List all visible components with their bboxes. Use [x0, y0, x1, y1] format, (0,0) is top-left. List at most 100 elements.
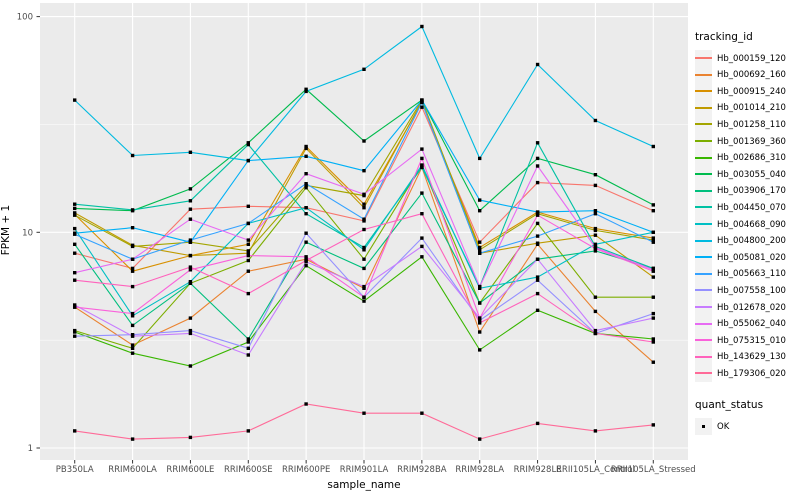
data-point [246, 253, 250, 258]
data-point [73, 334, 77, 338]
quant-status-key [695, 418, 712, 435]
data-point [188, 187, 193, 191]
data-point [420, 255, 424, 259]
data-point [362, 266, 366, 271]
legend-key [695, 281, 712, 299]
legend-label: Hb_075315_010 [717, 335, 786, 346]
legend-key [695, 348, 712, 366]
legend-label: Hb_000159_120 [717, 53, 786, 64]
data-point [130, 226, 135, 230]
data-point [478, 245, 482, 250]
legend-key [695, 248, 712, 266]
legend-key [695, 265, 712, 283]
data-point [73, 305, 77, 309]
data-point [593, 246, 598, 251]
data-point [73, 242, 77, 246]
x-tick-label: RRIM600LE [166, 465, 214, 475]
data-point [304, 212, 308, 216]
data-point [73, 330, 77, 334]
y-tick-label: 100 [17, 13, 33, 23]
data-point [73, 202, 77, 206]
legend-key [695, 198, 712, 216]
legend-label: Hb_001014_210 [717, 103, 786, 114]
legend-title-tracking-id: tracking_id [695, 31, 753, 43]
x-axis-title: sample_name [327, 479, 401, 491]
legend-label: Hb_143629_130 [717, 352, 786, 363]
legend-key [695, 315, 712, 333]
data-point [420, 411, 424, 415]
data-point [535, 241, 540, 245]
data-point [73, 213, 77, 217]
legend-key [695, 298, 712, 316]
data-point [362, 192, 366, 196]
legend-key [695, 331, 712, 349]
data-point [420, 163, 424, 167]
data-point [246, 269, 250, 273]
y-axis-title: FPKM + 1 [0, 204, 12, 256]
data-point [73, 211, 77, 215]
data-point [651, 316, 655, 320]
x-tick-label: RRIM901LA [340, 465, 389, 475]
legend-key [695, 82, 712, 100]
data-point [246, 249, 250, 253]
data-point [304, 186, 308, 190]
legend-label: Hb_000915_240 [717, 86, 786, 97]
data-point [362, 248, 366, 252]
data-point [130, 284, 135, 289]
data-point [420, 98, 424, 102]
data-point [73, 271, 77, 275]
data-point [130, 346, 135, 350]
data-point [651, 340, 655, 344]
data-point [535, 164, 540, 168]
data-point [246, 158, 250, 163]
data-point [651, 337, 655, 341]
data-point [246, 258, 250, 263]
data-point [593, 226, 598, 231]
data-point [420, 165, 424, 170]
data-point [478, 248, 482, 252]
data-point [304, 206, 308, 210]
data-point [651, 230, 655, 234]
data-point [593, 118, 598, 123]
data-point [304, 258, 308, 263]
data-point [593, 331, 598, 336]
data-point [246, 251, 250, 255]
data-point [420, 24, 424, 29]
data-point [188, 238, 193, 242]
x-tick-label: RRIM928LE [514, 465, 562, 475]
data-point [593, 209, 598, 213]
data-point [362, 206, 366, 210]
x-tick-label: RRII105LA_Stressed [611, 465, 696, 475]
data-point [246, 142, 250, 147]
data-point [188, 316, 193, 320]
legend-key-line [695, 223, 712, 225]
data-point [188, 265, 193, 269]
legend-label: Hb_004668_090 [717, 219, 786, 230]
data-point [188, 280, 193, 284]
data-point [478, 156, 482, 161]
data-point [304, 402, 308, 406]
ok-point-icon [701, 424, 706, 429]
legend-key-line [695, 189, 712, 192]
y-tick-label: 1 [28, 444, 33, 454]
data-point [535, 278, 540, 282]
x-tick-label: RRIM600LA [108, 465, 157, 475]
legend-key-line [695, 73, 712, 76]
legend-title-quant-status: quant_status [695, 399, 764, 411]
legend-label: Hb_007558_100 [717, 285, 786, 296]
data-point [535, 421, 540, 426]
x-tick-label: RRIM600PE [282, 465, 330, 475]
data-point [593, 328, 598, 333]
x-tick-label: RRIM928LA [455, 465, 504, 475]
legend-key [695, 132, 712, 150]
data-point [130, 311, 135, 316]
data-point [593, 183, 598, 188]
data-point [130, 437, 135, 441]
data-point [304, 144, 308, 149]
data-point [593, 173, 598, 177]
data-point [362, 169, 366, 173]
legend-key-line [695, 256, 712, 259]
data-point [420, 105, 424, 109]
legend-label: Hb_005663_110 [717, 269, 786, 280]
